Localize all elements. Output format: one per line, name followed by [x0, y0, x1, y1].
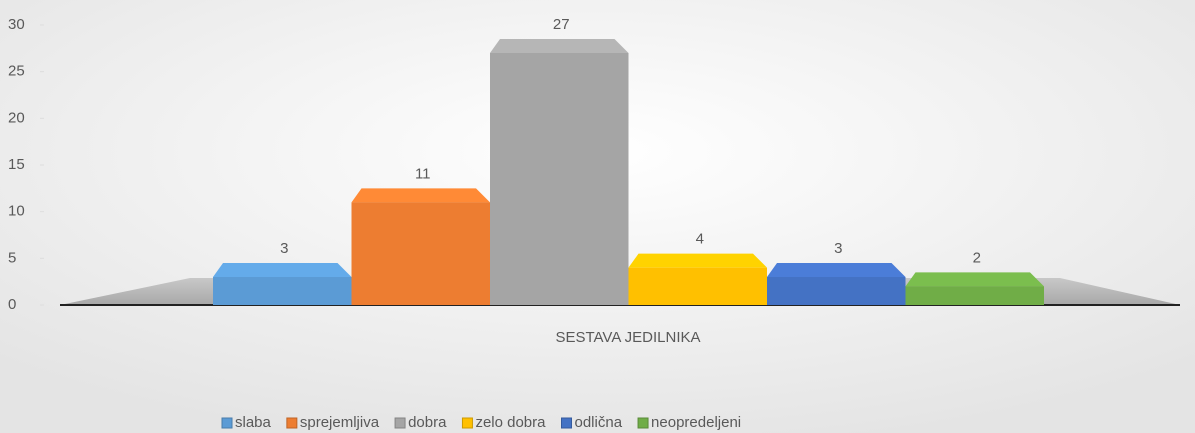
data-label: 4 — [696, 231, 704, 248]
data-label: 2 — [973, 249, 981, 266]
y-tick-label: 5 — [8, 249, 16, 266]
data-label: 27 — [553, 16, 570, 33]
bar-top — [213, 263, 352, 277]
bar-top — [628, 253, 767, 268]
legend-label: odlična — [575, 414, 623, 431]
bar — [213, 277, 352, 305]
y-tick-label: 25 — [8, 63, 25, 80]
bar — [351, 202, 490, 305]
bar — [905, 286, 1044, 305]
legend-label: dobra — [408, 414, 447, 431]
bar-top — [490, 39, 629, 53]
bar — [767, 277, 906, 305]
data-label: 11 — [415, 165, 431, 182]
data-label: 3 — [834, 240, 842, 257]
legend-swatch — [561, 417, 572, 429]
legend-label: neopredeljeni — [651, 414, 741, 431]
legend-label: zelo dobra — [475, 414, 546, 431]
y-tick-label: 10 — [8, 203, 25, 220]
bar-top — [351, 188, 490, 203]
y-tick-label: 20 — [8, 109, 25, 126]
legend-swatch — [221, 417, 233, 429]
bar-top — [767, 263, 906, 277]
data-label: 3 — [280, 240, 288, 257]
legend-swatch — [394, 417, 406, 429]
bar-top — [905, 272, 1044, 287]
legend-swatch — [461, 417, 473, 429]
legend-swatch — [637, 417, 649, 429]
legend-label: slaba — [235, 414, 272, 431]
y-tick-label: 30 — [8, 16, 25, 33]
x-category-label: SESTAVA JEDILNIKA — [555, 329, 700, 346]
legend-swatch — [286, 417, 298, 429]
bar — [490, 53, 629, 305]
legend-label: sprejemljiva — [300, 414, 380, 431]
bar — [628, 267, 767, 305]
y-tick-label: 0 — [8, 296, 16, 313]
y-tick-label: 15 — [8, 156, 25, 173]
